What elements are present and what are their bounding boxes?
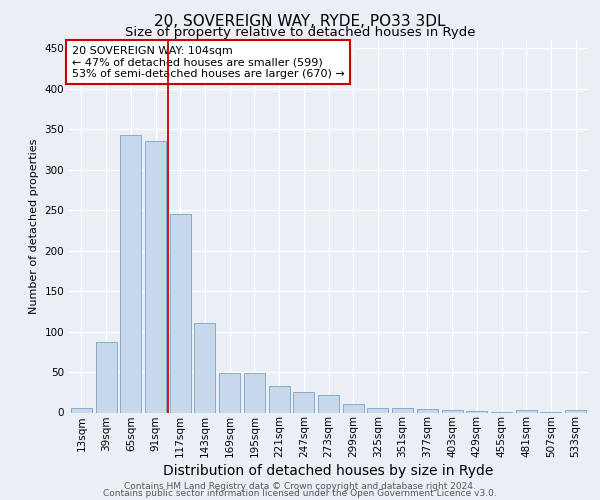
Bar: [120, 134, 141, 412]
Bar: [442, 410, 463, 412]
Bar: [367, 408, 388, 412]
Bar: [269, 386, 290, 412]
Bar: [95, 342, 116, 412]
Bar: [293, 392, 314, 412]
Bar: [244, 373, 265, 412]
Bar: [170, 214, 191, 412]
Text: Contains public sector information licensed under the Open Government Licence v3: Contains public sector information licen…: [103, 490, 497, 498]
Bar: [417, 410, 438, 412]
Bar: [71, 408, 92, 412]
Bar: [194, 324, 215, 412]
Bar: [516, 410, 537, 412]
Text: Contains HM Land Registry data © Crown copyright and database right 2024.: Contains HM Land Registry data © Crown c…: [124, 482, 476, 491]
Bar: [343, 404, 364, 412]
Bar: [565, 410, 586, 412]
Bar: [145, 141, 166, 412]
Bar: [392, 408, 413, 412]
Bar: [318, 394, 339, 412]
Bar: [219, 373, 240, 412]
Bar: [466, 411, 487, 412]
X-axis label: Distribution of detached houses by size in Ryde: Distribution of detached houses by size …: [163, 464, 494, 478]
Text: Size of property relative to detached houses in Ryde: Size of property relative to detached ho…: [125, 26, 475, 39]
Text: 20 SOVEREIGN WAY: 104sqm
← 47% of detached houses are smaller (599)
53% of semi-: 20 SOVEREIGN WAY: 104sqm ← 47% of detach…: [71, 46, 344, 79]
Y-axis label: Number of detached properties: Number of detached properties: [29, 138, 39, 314]
Text: 20, SOVEREIGN WAY, RYDE, PO33 3DL: 20, SOVEREIGN WAY, RYDE, PO33 3DL: [154, 14, 446, 29]
